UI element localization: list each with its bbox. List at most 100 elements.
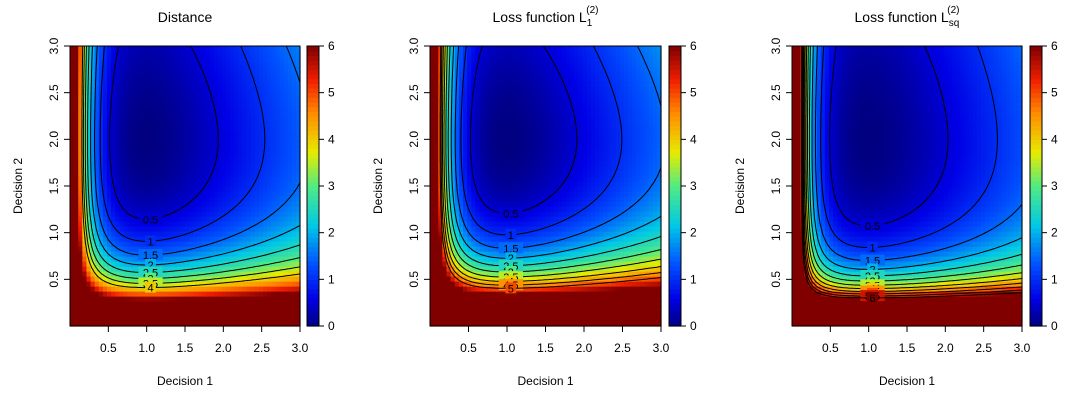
heatmap-cell [467,276,472,282]
heatmap-cell [267,66,272,72]
heatmap-cell [209,131,215,137]
heatmap-cell [496,201,501,207]
heatmap-cell [246,86,252,92]
heatmap-cell [471,171,476,177]
heatmap-cell [287,91,293,97]
heatmap-cell [193,321,198,327]
heatmap-cell [234,76,239,82]
heatmap-cell [570,286,575,292]
heatmap-cell [242,211,248,217]
heatmap-cell [508,291,514,297]
heatmap-cell [74,46,79,52]
heatmap-cell [458,206,464,212]
heatmap-cell [607,306,613,312]
heatmap-cell [70,186,75,192]
heatmap-cell [258,201,264,207]
heatmap-cell [156,46,161,52]
heatmap-cell [172,71,178,77]
heatmap-cell [209,51,215,57]
heatmap-cell [557,291,563,297]
heatmap-cell [86,166,92,172]
heatmap-cell [291,56,297,62]
heatmap-cell [263,236,268,242]
heatmap-cell [656,281,662,287]
contour-label: 2 [145,258,156,272]
heatmap-cell [287,246,293,252]
heatmap-cell [549,191,555,197]
heatmap-cell [640,186,646,192]
heatmap-cell [529,306,534,312]
heatmap-cell [185,61,190,67]
heatmap-cell [82,136,88,142]
heatmap-cell [82,81,88,87]
heatmap-cell [94,161,100,167]
heatmap-cell [70,196,75,202]
heatmap-cell [291,106,297,112]
heatmap-cell [557,261,563,267]
heatmap-cell [172,106,178,112]
heatmap-cell [557,251,563,257]
heatmap-cell [656,211,662,217]
heatmap-cell [586,201,592,207]
heatmap-cell [156,76,161,82]
heatmap-cell [180,306,186,312]
heatmap-cell [578,296,584,302]
heatmap-cell [595,176,600,182]
heatmap-cell [636,306,641,312]
heatmap-cell [148,206,153,212]
heatmap-cell [176,141,182,147]
heatmap-cell [230,101,235,107]
heatmap-cell [193,46,198,52]
heatmap-cell [106,191,112,197]
heatmap-cell [168,91,174,97]
heatmap-cell [250,251,256,257]
heatmap-cell [127,101,133,107]
heatmap-cell [291,296,297,302]
heatmap-cell [648,246,654,252]
heatmap-cell [557,176,563,182]
heatmap-cell [512,296,518,302]
heatmap-cell [491,276,497,282]
heatmap-cell [139,186,145,192]
heatmap-cell [123,316,129,322]
heatmap-cell [106,271,112,277]
heatmap-cell [131,196,137,202]
heatmap-cell [529,251,534,257]
heatmap-cell [74,176,79,182]
heatmap-cell [148,106,153,112]
heatmap-cell [250,211,256,217]
heatmap-cell [520,281,526,287]
contour-label-text: 2 [147,260,153,272]
heatmap-cell [242,281,248,287]
heatmap-cell [193,106,198,112]
heatmap-cell [123,266,129,272]
heatmap-cell [632,321,637,327]
heatmap-cell [599,286,604,292]
heatmap-cell [611,281,617,287]
heatmap-cell [656,286,662,292]
heatmap-cell [254,201,260,207]
heatmap-cell [537,236,542,242]
heatmap-cell [475,281,481,287]
heatmap-cell [471,311,476,317]
colorbar-swatch [307,158,319,164]
heatmap-cell [295,131,301,137]
heatmap-cell [471,321,476,327]
colorbar-swatch [307,190,319,196]
heatmap-cell [524,321,530,327]
heatmap-cell [230,276,235,282]
heatmap-cell [193,136,198,142]
heatmap-cell [582,316,588,322]
heatmap-cell [70,171,75,177]
heatmap-cell [287,66,293,72]
heatmap-cell [111,116,116,122]
heatmap-cell [238,141,244,147]
heatmap-cell [90,176,96,182]
heatmap-cell [82,156,88,162]
heatmap-cell [529,286,534,292]
heatmap-cell [295,71,301,77]
heatmap-cell [491,201,497,207]
heatmap-cell [143,166,149,172]
heatmap-cell [193,116,198,122]
heatmap-cell [180,46,186,52]
